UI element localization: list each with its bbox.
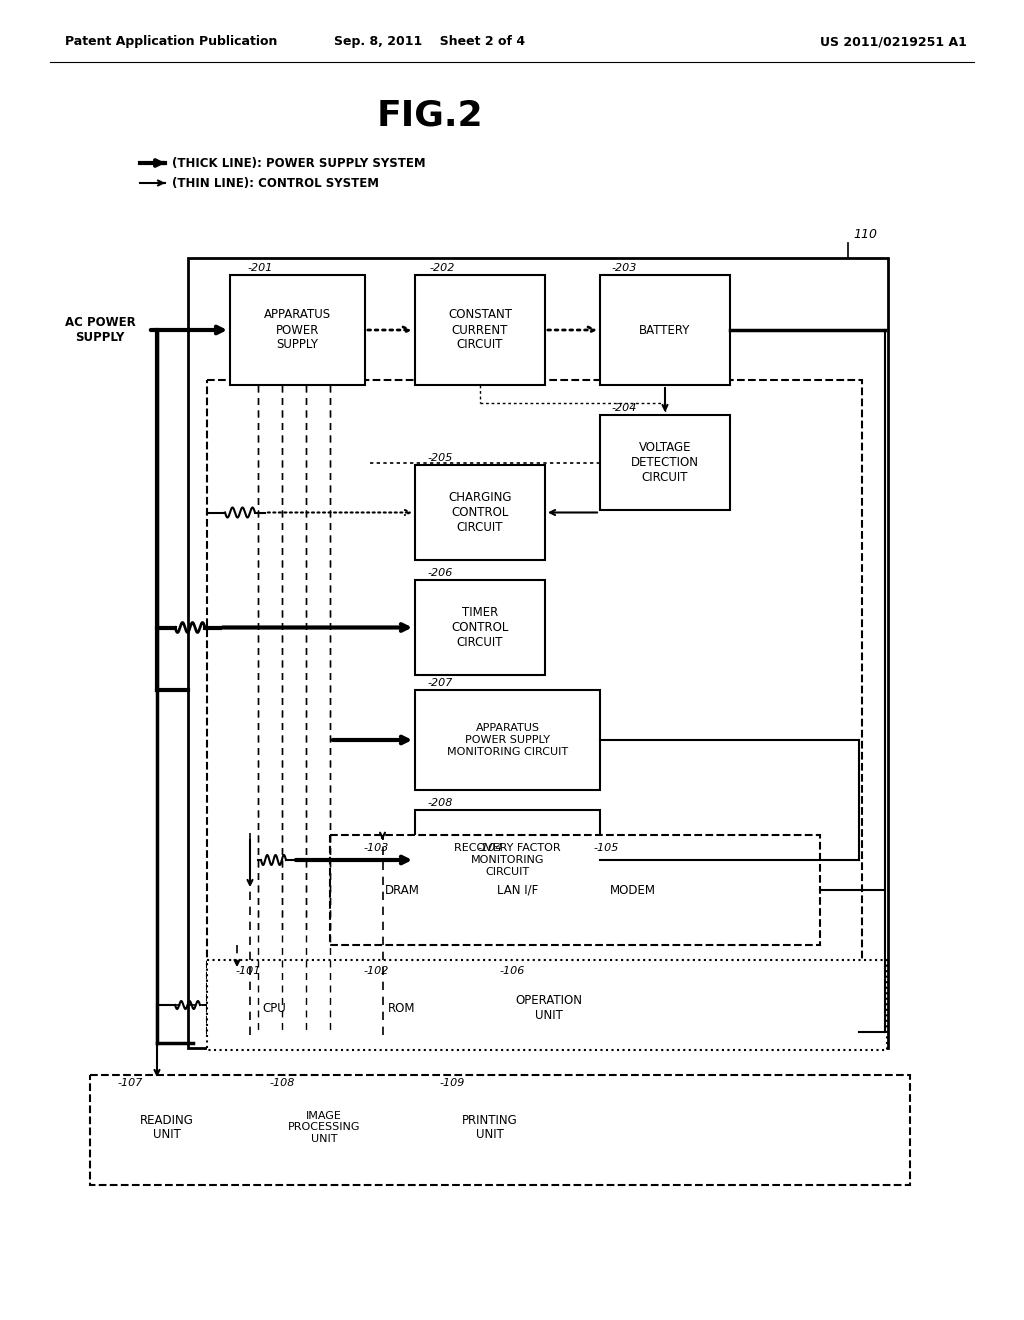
- Text: Sep. 8, 2011    Sheet 2 of 4: Sep. 8, 2011 Sheet 2 of 4: [335, 36, 525, 49]
- Text: AC POWER
SUPPLY: AC POWER SUPPLY: [65, 315, 135, 345]
- Bar: [330, 836, 820, 945]
- Bar: [358, 978, 446, 1038]
- Text: 110: 110: [853, 228, 877, 242]
- Bar: [355, 855, 450, 925]
- Text: IMAGE
PROCESSING
UNIT: IMAGE PROCESSING UNIT: [288, 1111, 360, 1144]
- Text: OPERATION
UNIT: OPERATION UNIT: [515, 994, 583, 1022]
- Text: -101: -101: [234, 966, 260, 975]
- Text: -102: -102: [362, 966, 388, 975]
- Text: -108: -108: [270, 1078, 295, 1088]
- Text: Patent Application Publication: Patent Application Publication: [65, 36, 278, 49]
- Text: LAN I/F: LAN I/F: [497, 883, 539, 896]
- Text: PRINTING
UNIT: PRINTING UNIT: [462, 1114, 518, 1142]
- Text: -204: -204: [612, 403, 637, 413]
- Text: (THIN LINE): CONTROL SYSTEM: (THIN LINE): CONTROL SYSTEM: [172, 177, 379, 190]
- Text: FIG.2: FIG.2: [377, 98, 483, 132]
- Text: -104: -104: [478, 843, 504, 853]
- Text: -105: -105: [593, 843, 618, 853]
- Bar: [415, 690, 600, 789]
- Bar: [585, 855, 680, 925]
- Text: DRAM: DRAM: [385, 883, 420, 896]
- Text: BATTERY: BATTERY: [639, 323, 690, 337]
- Bar: [415, 275, 545, 385]
- Bar: [188, 257, 888, 1048]
- Text: READING
UNIT: READING UNIT: [140, 1114, 194, 1142]
- Bar: [207, 960, 887, 1049]
- Bar: [470, 855, 565, 925]
- Text: -201: -201: [248, 263, 273, 273]
- Bar: [415, 579, 545, 675]
- Bar: [435, 1090, 545, 1166]
- Text: -202: -202: [430, 263, 456, 273]
- Text: MODEM: MODEM: [609, 883, 655, 896]
- Bar: [600, 275, 730, 385]
- Bar: [415, 810, 600, 909]
- Text: -203: -203: [612, 263, 637, 273]
- Bar: [265, 1090, 383, 1166]
- Text: -103: -103: [362, 843, 388, 853]
- Bar: [600, 414, 730, 510]
- Text: APPARATUS
POWER SUPPLY
MONITORING CIRCUIT: APPARATUS POWER SUPPLY MONITORING CIRCUI…: [446, 723, 568, 756]
- Text: ROM: ROM: [388, 1002, 416, 1015]
- Bar: [495, 978, 603, 1038]
- Text: (THICK LINE): POWER SUPPLY SYSTEM: (THICK LINE): POWER SUPPLY SYSTEM: [172, 157, 426, 169]
- Text: -205: -205: [427, 453, 453, 463]
- Text: TIMER
CONTROL
CIRCUIT: TIMER CONTROL CIRCUIT: [452, 606, 509, 649]
- Text: CPU: CPU: [262, 1002, 286, 1015]
- Text: RECOVERY FACTOR
MONITORING
CIRCUIT: RECOVERY FACTOR MONITORING CIRCUIT: [455, 843, 561, 876]
- Text: -207: -207: [427, 678, 453, 688]
- Text: -106: -106: [500, 966, 525, 975]
- Bar: [90, 1074, 910, 1185]
- Text: CHARGING
CONTROL
CIRCUIT: CHARGING CONTROL CIRCUIT: [449, 491, 512, 535]
- Text: US 2011/0219251 A1: US 2011/0219251 A1: [820, 36, 967, 49]
- Text: -208: -208: [427, 799, 453, 808]
- Text: VOLTAGE
DETECTION
CIRCUIT: VOLTAGE DETECTION CIRCUIT: [631, 441, 699, 484]
- Bar: [230, 978, 318, 1038]
- Bar: [415, 465, 545, 560]
- Bar: [112, 1090, 222, 1166]
- Text: -109: -109: [440, 1078, 465, 1088]
- Bar: [207, 380, 862, 1035]
- Text: CONSTANT
CURRENT
CIRCUIT: CONSTANT CURRENT CIRCUIT: [449, 309, 512, 351]
- Text: -107: -107: [117, 1078, 142, 1088]
- Text: APPARATUS
POWER
SUPPLY: APPARATUS POWER SUPPLY: [264, 309, 331, 351]
- Bar: [230, 275, 365, 385]
- Text: -206: -206: [427, 568, 453, 578]
